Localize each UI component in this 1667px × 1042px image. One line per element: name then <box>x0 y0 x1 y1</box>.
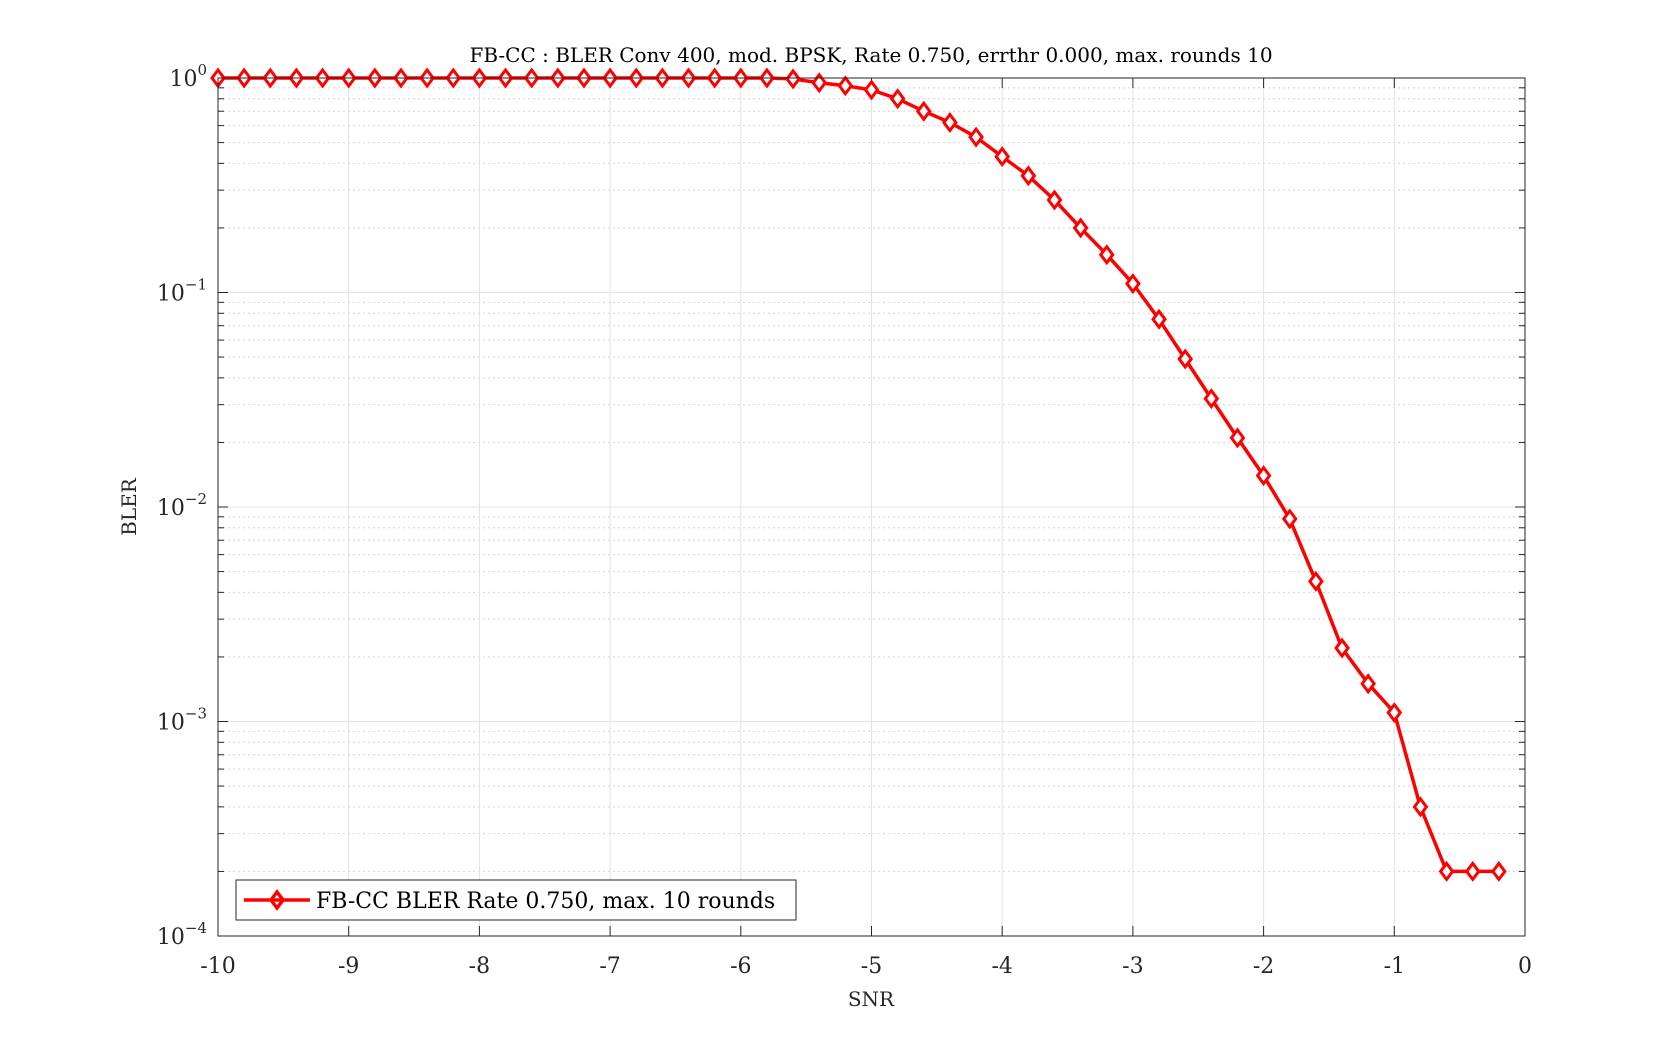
data-point-marker <box>1334 637 1350 659</box>
data-point-marker <box>785 68 801 90</box>
data-point-marker <box>1177 348 1194 370</box>
x-tick-label: -9 <box>338 954 359 979</box>
data-point-marker <box>889 88 906 110</box>
x-tick-label: -3 <box>1122 954 1143 979</box>
data-point-marker <box>863 79 880 101</box>
x-axis-label: SNR <box>848 987 895 1011</box>
data-point-marker <box>1151 308 1167 330</box>
x-tick-labels: -10 -9 -8 -7 -6 -5 -4 -3 -2 -1 0 <box>200 954 1532 979</box>
data-point-marker <box>1308 570 1324 592</box>
data-point-marker <box>1255 465 1272 487</box>
data-point-marker <box>1125 273 1141 295</box>
data-point-marker <box>1438 860 1455 882</box>
data-point-marker <box>1464 860 1481 882</box>
data-point-marker <box>1490 860 1507 882</box>
data-point-marker <box>1386 702 1403 724</box>
data-point-marker <box>968 126 984 148</box>
data-point-marker <box>994 146 1011 168</box>
data-point-marker <box>1281 508 1298 530</box>
x-tick-label: -7 <box>599 954 620 979</box>
y-axis-label: BLER <box>117 477 141 536</box>
data-point-marker <box>1072 217 1089 239</box>
data-point-marker <box>1229 427 1246 449</box>
x-tick-label: -8 <box>469 954 490 979</box>
x-tick-label: -4 <box>991 954 1012 979</box>
legend-series-label: FB-CC BLER Rate 0.750, max. 10 rounds <box>316 889 775 914</box>
x-tick-label: 0 <box>1518 954 1532 979</box>
x-tick-label: -10 <box>200 954 235 979</box>
data-point-marker <box>1098 244 1115 266</box>
x-tick-label: -2 <box>1253 954 1274 979</box>
data-point-marker <box>915 100 932 122</box>
legend: FB-CC BLER Rate 0.750, max. 10 rounds <box>235 879 797 921</box>
data-point-marker <box>1412 796 1429 818</box>
data-point-marker <box>1020 165 1037 187</box>
x-tick-label: -5 <box>861 954 882 979</box>
legend-box <box>235 879 797 921</box>
chart-title: FB-CC : BLER Conv 400, mod. BPSK, Rate 0… <box>469 43 1272 67</box>
data-point-marker <box>811 72 828 94</box>
data-point-marker <box>837 75 854 97</box>
x-tick-label: -1 <box>1384 954 1405 979</box>
data-point-marker <box>1203 388 1220 410</box>
data-point-marker <box>1360 673 1377 695</box>
axes-box <box>217 77 1526 937</box>
x-tick-label: -6 <box>730 954 751 979</box>
legend-diamond-marker <box>268 889 286 911</box>
data-point-marker <box>942 112 958 134</box>
data-point-marker <box>1046 189 1063 211</box>
